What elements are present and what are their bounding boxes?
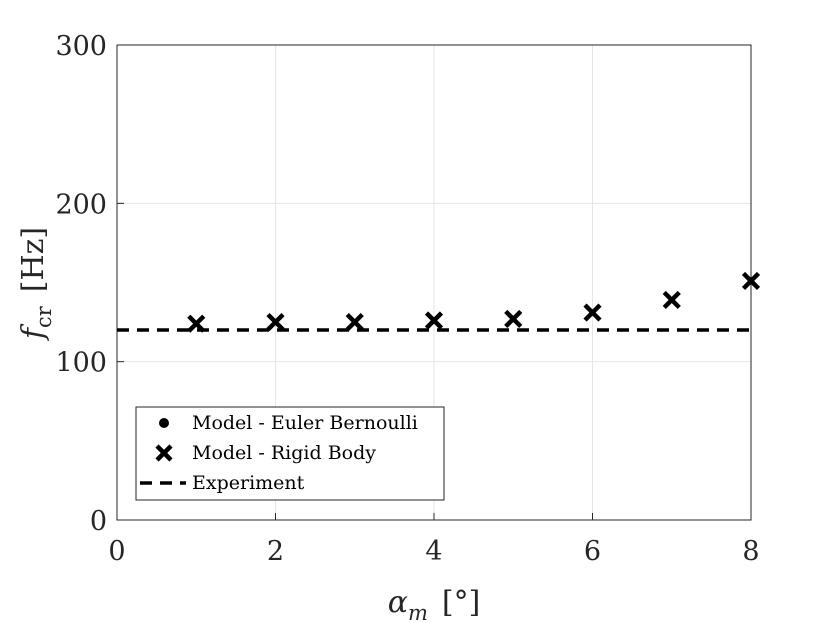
rigid-body-point	[187, 314, 206, 333]
x-tick-label: 6	[584, 536, 601, 567]
rigid-body-point	[424, 311, 444, 330]
data-marks	[117, 271, 761, 333]
x-tick-label: 4	[425, 536, 442, 567]
x-axis-label: αm [°]	[388, 585, 481, 623]
y-axis-label: fcr[Hz]	[16, 227, 56, 341]
legend-dot-icon	[159, 418, 169, 428]
legend-box	[135, 406, 445, 501]
rigid-body-point	[583, 303, 602, 322]
x-tick-label: 0	[108, 536, 125, 567]
legend-x-icon	[155, 444, 173, 462]
y-tick-label: 100	[55, 348, 107, 379]
y-tick-label: 0	[90, 506, 107, 537]
rigid-body-point	[741, 271, 761, 291]
legend-label: Model - Euler Bernoulli	[192, 412, 418, 434]
rigid-body-point	[345, 312, 364, 332]
x-tick-label: 2	[267, 536, 284, 567]
rigid-body-point	[662, 290, 681, 310]
x-tick-label: 8	[742, 536, 759, 567]
y-tick-label: 300	[55, 31, 107, 62]
legend-label: Model - Rigid Body	[192, 442, 376, 464]
legend-label: Experiment	[192, 472, 305, 494]
y-tick-label: 200	[55, 189, 107, 220]
rigid-body-point	[266, 312, 285, 332]
legend-items: Model - Euler Bernoulli Model - Rigid Bod…	[140, 412, 418, 494]
rigid-body-point	[504, 309, 523, 329]
legend: Model - Euler Bernoulli Model - Rigid Bod…	[135, 406, 445, 501]
axis-ticks: 0 2 4 6 8 0 100 200 300	[55, 31, 759, 567]
